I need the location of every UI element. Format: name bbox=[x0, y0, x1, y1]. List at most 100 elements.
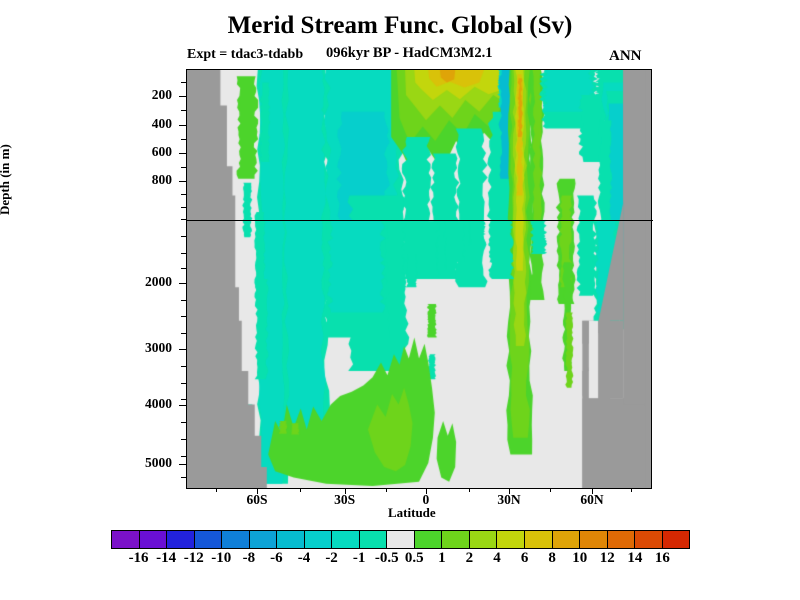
colorbar-tick-label: 16 bbox=[654, 550, 670, 566]
x-tick bbox=[508, 488, 510, 494]
colorbar-cell bbox=[523, 531, 552, 548]
colorbar-cell bbox=[551, 531, 580, 548]
y-tick bbox=[179, 125, 186, 126]
colorbar-tick-label: -8 bbox=[242, 550, 256, 566]
colorbar-tick-label: 8 bbox=[548, 550, 556, 566]
y-axis-title: Depth (in m) bbox=[0, 144, 12, 215]
colorbar-cell bbox=[276, 531, 304, 548]
y-tick bbox=[179, 464, 186, 465]
x-tick-label: 30N bbox=[497, 492, 521, 507]
contour-field bbox=[187, 70, 651, 488]
y-tick-minor bbox=[181, 365, 186, 367]
y-tick bbox=[179, 95, 186, 97]
stream-function-plot bbox=[186, 69, 652, 489]
colorbar-tick-label: 2 bbox=[465, 550, 474, 566]
colorbar-cell bbox=[606, 531, 635, 548]
colorbar-cell bbox=[441, 531, 469, 548]
colorbar-tick-label: 1 bbox=[438, 550, 446, 566]
x-tick-minor bbox=[631, 488, 633, 492]
x-tick-label: 60N bbox=[580, 492, 604, 507]
x-tick bbox=[425, 488, 427, 494]
y-tick-minor bbox=[181, 476, 186, 478]
colorbar-tick-label: 14 bbox=[627, 550, 643, 566]
y-tick-minor bbox=[181, 139, 186, 141]
colorbar-cell bbox=[112, 531, 139, 548]
x-tick-minor bbox=[550, 488, 552, 492]
colorbar-cell bbox=[386, 531, 414, 548]
depth-scale-break-line bbox=[186, 220, 653, 221]
colorbar-cell bbox=[331, 531, 359, 548]
x-tick-minor bbox=[216, 488, 218, 492]
x-tick bbox=[344, 488, 346, 494]
x-tick bbox=[256, 488, 258, 494]
y-tick-label: 200 bbox=[151, 86, 172, 102]
y-tick bbox=[179, 153, 186, 155]
colorbar-tick-label: 12 bbox=[599, 550, 615, 566]
y-tick-minor bbox=[181, 206, 186, 208]
x-tick-label: 0 bbox=[422, 492, 430, 507]
colorbar-tick-label: -2 bbox=[325, 550, 338, 566]
y-tick-label: 800 bbox=[151, 172, 172, 188]
y-tick-minor bbox=[181, 438, 186, 440]
y-tick-label: 600 bbox=[151, 144, 172, 160]
y-tick-minor bbox=[181, 110, 186, 112]
colorbar-tick-label: 10 bbox=[572, 550, 588, 566]
y-tick bbox=[179, 283, 186, 285]
y-tick-minor bbox=[181, 422, 186, 424]
colorbar-tick-label: -1 bbox=[352, 550, 366, 566]
colorbar-tick-label: 0.5 bbox=[404, 550, 424, 566]
y-tick-minor bbox=[181, 236, 186, 238]
colorbar-cell bbox=[193, 531, 222, 548]
colorbar-cell bbox=[138, 531, 167, 548]
y-tick-label: 4000 bbox=[145, 396, 172, 412]
colorbar-tick-label: -10 bbox=[211, 550, 232, 566]
y-tick-label: 5000 bbox=[145, 455, 172, 470]
colorbar-tick-label: -14 bbox=[156, 550, 177, 566]
y-tick-minor bbox=[181, 382, 186, 384]
run-label: 096kyr BP - HadCM3M2.1 bbox=[326, 45, 493, 61]
colorbar-cell bbox=[166, 531, 194, 548]
colorbar-cell bbox=[303, 531, 332, 548]
season-label: ANN bbox=[609, 48, 642, 64]
colorbar-cell bbox=[413, 531, 442, 548]
y-tick bbox=[179, 405, 186, 407]
x-tick-label: 60S bbox=[246, 492, 268, 507]
colorbar-tick-label: -16 bbox=[128, 550, 149, 566]
page-title: Merid Stream Func. Global (Sv) bbox=[227, 12, 573, 39]
colorbar-tick-label: -0.5 bbox=[374, 550, 399, 566]
colorbar-cell bbox=[221, 531, 249, 548]
x-tick-minor bbox=[385, 488, 387, 492]
colorbar-labels: -16 -14 -12 -10 -8 -6 -4 -2 -1 -0.5 0.5 1 2 4 6 8 10 12 14… bbox=[111, 550, 690, 572]
colorbar-cell bbox=[248, 531, 277, 548]
colorbar-cell bbox=[634, 531, 662, 548]
y-tick-minor bbox=[181, 219, 186, 221]
colorbar-cell bbox=[358, 531, 387, 548]
colorbar-tick-label: -12 bbox=[183, 550, 204, 566]
y-tick-minor bbox=[181, 399, 186, 401]
colorbar-tick-label: 4 bbox=[493, 550, 501, 566]
colorbar-cell bbox=[496, 531, 524, 548]
y-tick bbox=[179, 181, 186, 183]
colorbar-cell bbox=[579, 531, 607, 548]
colorbar-tick-label: -4 bbox=[297, 550, 311, 566]
y-tick-label: 3000 bbox=[145, 340, 172, 356]
x-axis-title: Latitude bbox=[388, 505, 436, 520]
x-tick-label: 30S bbox=[334, 492, 356, 507]
colorbar-tick-label: -6 bbox=[270, 550, 283, 566]
y-tick-minor bbox=[181, 167, 186, 169]
experiment-label: Expt = tdac3-tdabb bbox=[187, 47, 304, 62]
y-tick-minor bbox=[181, 455, 186, 457]
colorbar-tick-label: 6 bbox=[520, 550, 529, 566]
y-tick-minor bbox=[181, 81, 186, 83]
y-tick-minor bbox=[181, 252, 186, 254]
y-tick-label: 400 bbox=[151, 116, 172, 131]
y-tick-minor bbox=[181, 332, 186, 334]
y-tick-label: 2000 bbox=[145, 274, 172, 290]
y-tick-minor bbox=[181, 316, 186, 318]
y-tick-minor bbox=[181, 300, 186, 302]
colorbar-cell bbox=[661, 531, 690, 548]
y-tick bbox=[179, 349, 186, 351]
colorbar bbox=[111, 530, 690, 549]
y-tick-minor bbox=[181, 194, 186, 196]
x-tick-minor bbox=[299, 488, 301, 492]
